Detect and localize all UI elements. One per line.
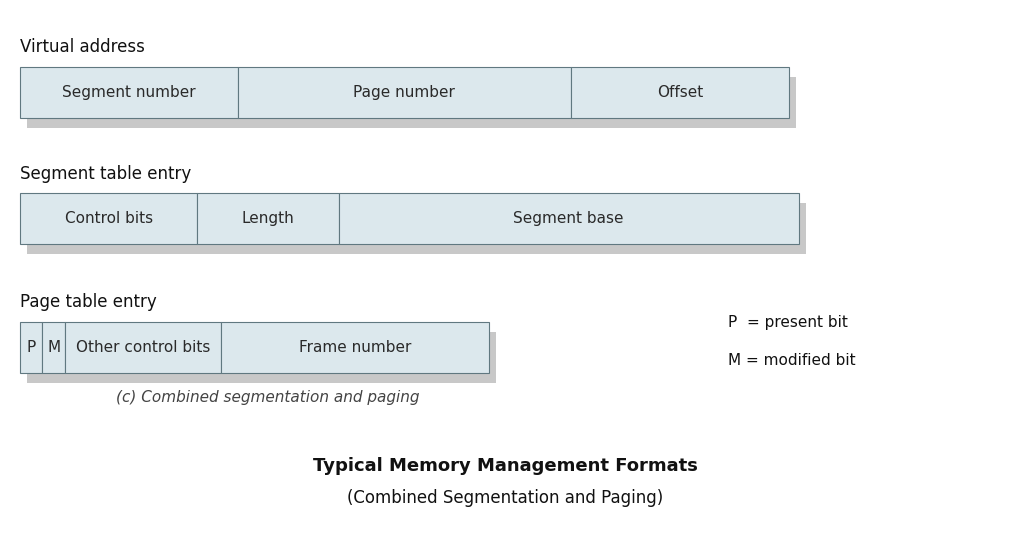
- Text: Control bits: Control bits: [65, 212, 153, 226]
- Bar: [197, 193, 339, 244]
- Text: Frame number: Frame number: [299, 340, 411, 355]
- Text: (c) Combined segmentation and paging: (c) Combined segmentation and paging: [116, 390, 420, 405]
- Text: P  = present bit: P = present bit: [728, 315, 848, 330]
- Bar: [27, 203, 806, 254]
- Bar: [20, 322, 42, 373]
- Bar: [571, 67, 789, 118]
- Text: Virtual address: Virtual address: [20, 38, 146, 56]
- Text: M: M: [48, 340, 60, 355]
- Bar: [65, 322, 221, 373]
- Bar: [238, 67, 571, 118]
- Bar: [20, 67, 238, 118]
- Text: Segment number: Segment number: [62, 85, 196, 100]
- Text: Typical Memory Management Formats: Typical Memory Management Formats: [313, 457, 698, 475]
- Bar: [42, 322, 65, 373]
- Bar: [339, 193, 799, 244]
- Bar: [20, 193, 197, 244]
- Text: M = modified bit: M = modified bit: [728, 353, 855, 368]
- Text: Offset: Offset: [657, 85, 703, 100]
- Text: (Combined Segmentation and Paging): (Combined Segmentation and Paging): [348, 489, 663, 507]
- Text: Other control bits: Other control bits: [76, 340, 210, 355]
- Text: Length: Length: [242, 212, 294, 226]
- Text: P: P: [26, 340, 36, 355]
- Text: Segment table entry: Segment table entry: [20, 164, 191, 183]
- Bar: [27, 77, 796, 128]
- Text: Segment base: Segment base: [514, 212, 624, 226]
- Bar: [221, 322, 489, 373]
- Text: Page number: Page number: [354, 85, 455, 100]
- Bar: [27, 332, 496, 383]
- Text: Page table entry: Page table entry: [20, 293, 157, 311]
